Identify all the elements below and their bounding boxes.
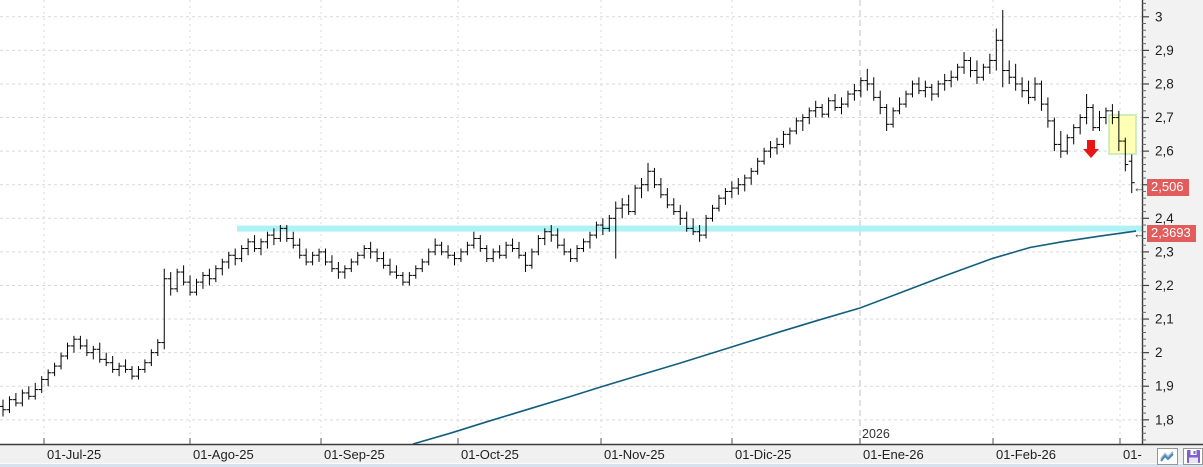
svg-text:01-Ago-25: 01-Ago-25 bbox=[193, 447, 254, 462]
zigzag-indicator-button[interactable] bbox=[1157, 448, 1178, 465]
svg-text:2,1: 2,1 bbox=[1155, 312, 1174, 327]
svg-text:01-Dic-25: 01-Dic-25 bbox=[735, 447, 791, 462]
svg-text:01-: 01- bbox=[1123, 447, 1142, 462]
level-price-value: 2,3693 bbox=[1147, 224, 1196, 242]
svg-text:1,9: 1,9 bbox=[1155, 379, 1174, 394]
svg-text:01-Ene-26: 01-Ene-26 bbox=[863, 447, 924, 462]
year-divider-label: 2026 bbox=[862, 427, 890, 441]
svg-text:2,2: 2,2 bbox=[1155, 278, 1174, 293]
svg-text:1,8: 1,8 bbox=[1155, 412, 1174, 427]
save-disk-icon bbox=[1186, 450, 1200, 463]
left-arrow-icon: ← bbox=[1133, 179, 1146, 195]
svg-text:01-Jul-25: 01-Jul-25 bbox=[47, 447, 101, 462]
last-price-marker: ← 2,506 bbox=[1133, 178, 1189, 196]
svg-text:01-Oct-25: 01-Oct-25 bbox=[461, 447, 519, 462]
svg-text:2: 2 bbox=[1155, 345, 1163, 360]
svg-text:2,9: 2,9 bbox=[1155, 43, 1174, 58]
svg-text:2,4: 2,4 bbox=[1155, 211, 1174, 226]
svg-text:01-Feb-26: 01-Feb-26 bbox=[996, 447, 1056, 462]
last-price-value: 2,506 bbox=[1147, 178, 1189, 196]
svg-text:01-Sep-25: 01-Sep-25 bbox=[324, 447, 385, 462]
svg-text:2,7: 2,7 bbox=[1155, 110, 1174, 125]
svg-text:2,6: 2,6 bbox=[1155, 144, 1174, 159]
zigzag-line-icon bbox=[1160, 451, 1175, 462]
svg-text:2,8: 2,8 bbox=[1155, 76, 1174, 91]
save-chart-button[interactable] bbox=[1183, 448, 1203, 465]
svg-text:2,3: 2,3 bbox=[1155, 244, 1174, 259]
left-arrow-icon: ← bbox=[1133, 225, 1146, 241]
level-price-marker: ← 2,3693 bbox=[1133, 224, 1196, 242]
svg-text:3: 3 bbox=[1155, 9, 1163, 24]
svg-text:01-Nov-25: 01-Nov-25 bbox=[604, 447, 665, 462]
